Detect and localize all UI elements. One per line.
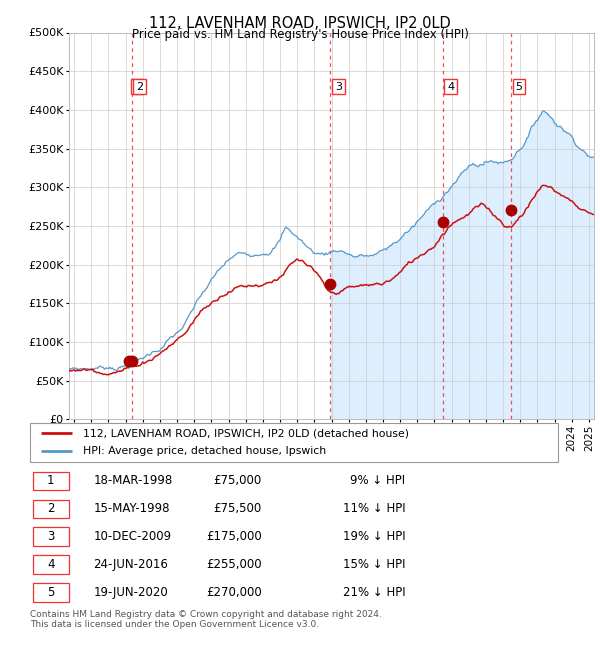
Text: £175,000: £175,000 <box>206 530 262 543</box>
Text: 2: 2 <box>136 82 143 92</box>
Text: HPI: Average price, detached house, Ipswich: HPI: Average price, detached house, Ipsw… <box>83 446 326 456</box>
Text: £75,000: £75,000 <box>214 474 262 488</box>
Text: 4: 4 <box>47 558 55 571</box>
Text: 24-JUN-2016: 24-JUN-2016 <box>94 558 169 571</box>
Text: 15% ↓ HPI: 15% ↓ HPI <box>343 558 406 571</box>
Text: 112, LAVENHAM ROAD, IPSWICH, IP2 0LD (detached house): 112, LAVENHAM ROAD, IPSWICH, IP2 0LD (de… <box>83 428 409 438</box>
FancyBboxPatch shape <box>30 422 558 461</box>
Text: 15-MAY-1998: 15-MAY-1998 <box>94 502 170 515</box>
Text: £270,000: £270,000 <box>206 586 262 599</box>
Text: 21% ↓ HPI: 21% ↓ HPI <box>343 586 406 599</box>
Text: 11% ↓ HPI: 11% ↓ HPI <box>343 502 406 515</box>
FancyBboxPatch shape <box>33 584 68 601</box>
Text: 10-DEC-2009: 10-DEC-2009 <box>94 530 172 543</box>
Text: 3: 3 <box>335 82 342 92</box>
Text: 4: 4 <box>447 82 454 92</box>
Text: £255,000: £255,000 <box>206 558 262 571</box>
Text: 5: 5 <box>515 82 523 92</box>
Text: 112, LAVENHAM ROAD, IPSWICH, IP2 0LD: 112, LAVENHAM ROAD, IPSWICH, IP2 0LD <box>149 16 451 31</box>
Text: 3: 3 <box>47 530 55 543</box>
Text: 1: 1 <box>47 474 55 488</box>
Text: 2: 2 <box>47 502 55 515</box>
Text: 19-JUN-2020: 19-JUN-2020 <box>94 586 168 599</box>
Text: 5: 5 <box>47 586 55 599</box>
Text: 9% ↓ HPI: 9% ↓ HPI <box>350 474 406 488</box>
Text: Contains HM Land Registry data © Crown copyright and database right 2024.
This d: Contains HM Land Registry data © Crown c… <box>30 610 382 629</box>
Text: 19% ↓ HPI: 19% ↓ HPI <box>343 530 406 543</box>
FancyBboxPatch shape <box>33 528 68 545</box>
Text: £75,500: £75,500 <box>214 502 262 515</box>
Text: Price paid vs. HM Land Registry's House Price Index (HPI): Price paid vs. HM Land Registry's House … <box>131 28 469 41</box>
FancyBboxPatch shape <box>33 472 68 489</box>
FancyBboxPatch shape <box>33 556 68 573</box>
FancyBboxPatch shape <box>33 500 68 517</box>
Text: 1: 1 <box>134 82 140 92</box>
Text: 18-MAR-1998: 18-MAR-1998 <box>94 474 173 488</box>
